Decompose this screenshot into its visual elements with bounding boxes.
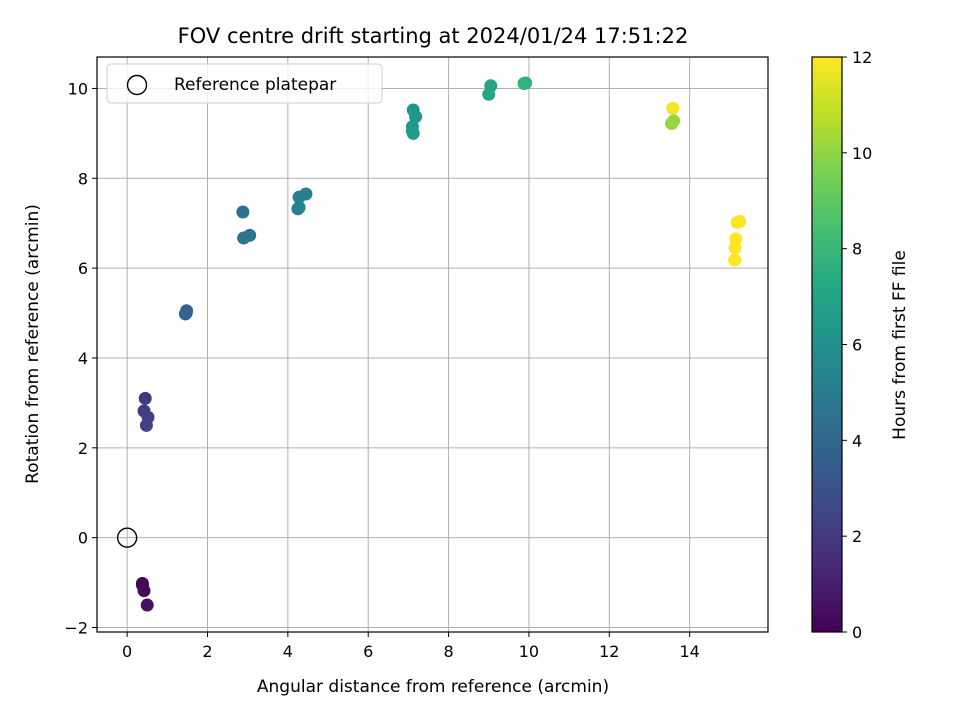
data-point bbox=[666, 101, 680, 115]
data-point bbox=[292, 200, 306, 214]
y-tick-label: 0 bbox=[78, 529, 88, 548]
data-point bbox=[667, 114, 681, 128]
data-point bbox=[139, 418, 153, 432]
colorbar-gradient bbox=[811, 56, 843, 633]
data-point bbox=[299, 187, 313, 201]
legend-marker-reference bbox=[126, 74, 148, 96]
data-point bbox=[138, 391, 152, 405]
y-tick-label: 6 bbox=[78, 259, 88, 278]
data-point bbox=[482, 87, 496, 101]
x-tick-label: 6 bbox=[363, 642, 373, 661]
legend-entry-reference: Reference platepar bbox=[174, 75, 336, 95]
data-point bbox=[733, 214, 747, 228]
y-tick-label: 8 bbox=[78, 169, 88, 188]
y-tick-label: 10 bbox=[68, 79, 88, 98]
colorbar: 0 2 4 6 8 10 12 Hours from first FF file bbox=[811, 48, 910, 642]
colorbar-tick-label: 8 bbox=[852, 240, 862, 259]
y-tick-label: −2 bbox=[64, 619, 88, 638]
data-point bbox=[137, 584, 151, 598]
x-tick-label: 12 bbox=[599, 642, 619, 661]
data-point bbox=[519, 76, 533, 90]
x-tick-label: 8 bbox=[443, 642, 453, 661]
data-points bbox=[116, 76, 747, 612]
colorbar-tick-label: 0 bbox=[852, 623, 862, 642]
data-point bbox=[140, 598, 154, 612]
colorbar-ticks: 0 2 4 6 8 10 12 bbox=[842, 48, 872, 642]
y-tick-label: 4 bbox=[78, 349, 88, 368]
y-axis-ticks: −2 0 2 4 6 8 10 bbox=[64, 79, 97, 638]
plot-area bbox=[96, 56, 769, 633]
data-point bbox=[243, 228, 257, 242]
colorbar-tick-label: 12 bbox=[852, 48, 872, 67]
x-tick-label: 10 bbox=[519, 642, 539, 661]
x-tick-label: 0 bbox=[122, 642, 132, 661]
colorbar-tick-label: 2 bbox=[852, 527, 862, 546]
legend-box bbox=[106, 63, 383, 104]
y-tick-label: 2 bbox=[78, 439, 88, 458]
data-point bbox=[236, 205, 250, 219]
x-tick-label: 4 bbox=[283, 642, 293, 661]
y-axis-label: Rotation from reference (arcmin) bbox=[23, 204, 43, 484]
colorbar-tick-label: 10 bbox=[852, 144, 872, 163]
x-axis-label: Angular distance from reference (arcmin) bbox=[257, 677, 609, 697]
chart-title: FOV centre drift starting at 2024/01/24 … bbox=[178, 24, 689, 48]
colorbar-tick-label: 4 bbox=[852, 431, 862, 450]
legend: Reference platepar bbox=[106, 63, 383, 104]
data-point bbox=[409, 110, 423, 124]
data-point bbox=[728, 253, 742, 267]
data-point bbox=[728, 241, 742, 255]
colorbar-tick-label: 6 bbox=[852, 336, 862, 355]
data-point bbox=[179, 306, 193, 320]
data-point bbox=[406, 126, 420, 140]
x-axis-ticks: 0 2 4 6 8 10 12 14 bbox=[122, 632, 700, 661]
reference-platepar-marker bbox=[116, 527, 138, 548]
grid bbox=[97, 57, 768, 632]
x-tick-label: 14 bbox=[679, 642, 699, 661]
colorbar-label: Hours from first FF file bbox=[890, 250, 910, 440]
x-tick-label: 2 bbox=[202, 642, 212, 661]
